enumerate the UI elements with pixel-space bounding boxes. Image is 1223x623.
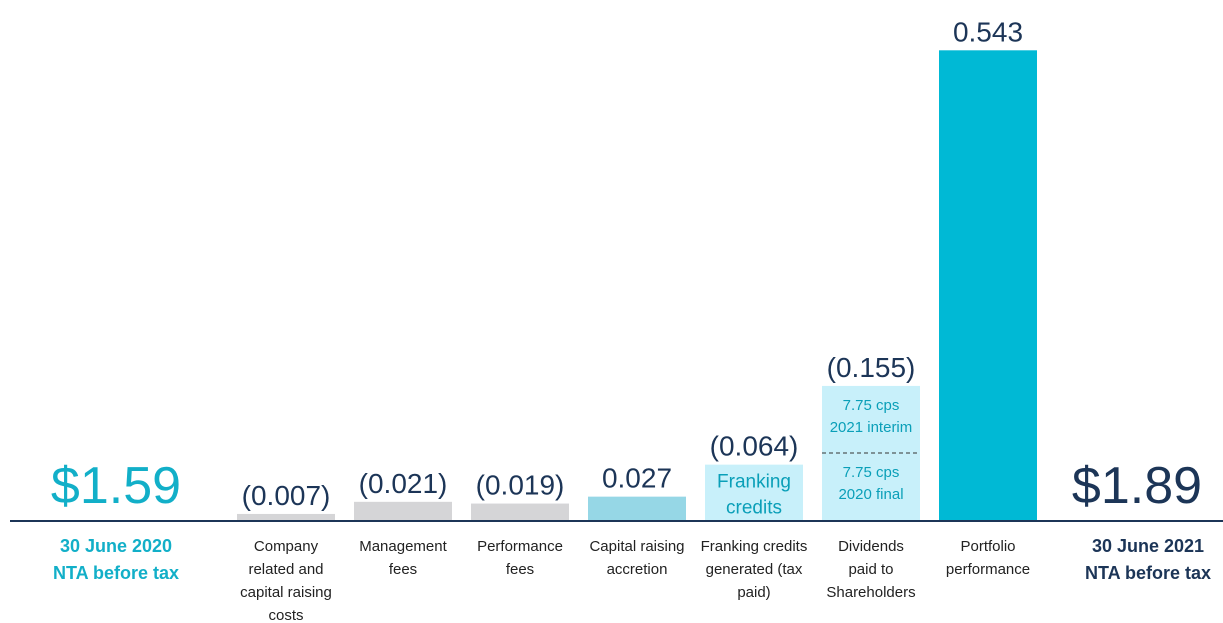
category-label-company: related and: [248, 561, 323, 578]
value-label-dividends: (0.155): [827, 352, 916, 383]
category-label-capital: Capital raising: [589, 538, 684, 555]
dividend-segment-label-1: 7.75 cps: [843, 397, 900, 414]
dividend-segment-label-0: 2020 final: [838, 486, 903, 503]
bar-portfolio: [939, 50, 1037, 521]
start-nta-label: 30 June 2020: [60, 536, 172, 556]
start-nta-value: $1.59: [51, 457, 181, 515]
value-label-perf: (0.019): [476, 470, 565, 501]
category-label-perf: Performance: [477, 538, 563, 555]
dividend-segment-label-1: 2021 interim: [830, 419, 913, 436]
end-nta-value: $1.89: [1072, 457, 1202, 515]
bar-franking: [705, 464, 803, 520]
category-label-company: costs: [268, 607, 303, 623]
category-label-mgmt: Management: [359, 538, 447, 555]
category-label-franking: Franking credits: [701, 538, 808, 555]
category-label-company: capital raising: [240, 584, 332, 601]
bar-inner-label-franking: credits: [726, 498, 782, 519]
category-label-portfolio: performance: [946, 561, 1030, 578]
category-label-dividends: Dividends: [838, 538, 904, 555]
bar-perf: [471, 503, 569, 520]
category-label-mgmt: fees: [389, 561, 417, 578]
start-nta-label: NTA before tax: [53, 563, 179, 583]
end-nta-label: NTA before tax: [1085, 563, 1211, 583]
value-label-portfolio: 0.543: [953, 16, 1023, 47]
category-label-dividends: Shareholders: [826, 584, 915, 601]
category-label-franking: generated (tax: [706, 561, 803, 578]
category-label-perf: fees: [506, 561, 534, 578]
dividend-segment-label-0: 7.75 cps: [843, 464, 900, 481]
bar-capital: [588, 496, 686, 520]
category-label-franking: paid): [737, 584, 770, 601]
value-label-capital: 0.027: [602, 463, 672, 494]
value-label-franking: (0.064): [710, 431, 799, 462]
bar-company: [237, 513, 335, 520]
end-nta-label: 30 June 2021: [1092, 536, 1204, 556]
category-label-portfolio: Portfolio: [960, 538, 1015, 555]
category-label-company: Company: [254, 538, 319, 555]
category-label-dividends: paid to: [848, 561, 893, 578]
bar-inner-label-franking: Franking: [717, 472, 791, 493]
value-label-mgmt: (0.021): [359, 468, 448, 499]
category-label-capital: accretion: [607, 561, 668, 578]
value-label-company: (0.007): [242, 480, 331, 511]
bar-mgmt: [354, 501, 452, 520]
